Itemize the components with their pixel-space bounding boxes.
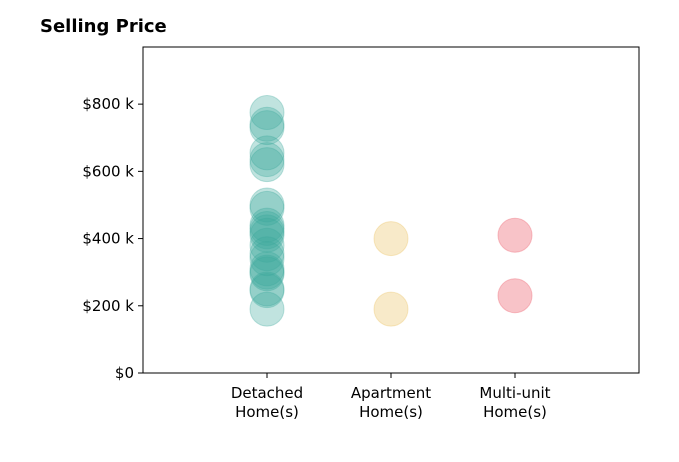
- data-point: [497, 278, 533, 314]
- data-point: [249, 210, 285, 246]
- data-points: [249, 95, 533, 327]
- data-point: [249, 256, 285, 292]
- data-point: [249, 187, 285, 223]
- data-point: [249, 110, 285, 146]
- data-point: [249, 271, 285, 307]
- x-tick-label: Apartment Home(s): [351, 384, 431, 421]
- y-tick-label: $200 k: [82, 297, 134, 315]
- data-point: [249, 241, 285, 277]
- data-point: [249, 147, 285, 183]
- data-point: [497, 217, 533, 253]
- data-point: [249, 190, 285, 226]
- data-point: [249, 106, 285, 142]
- data-point: [249, 95, 285, 131]
- data-point: [373, 221, 409, 257]
- data-point: [249, 135, 285, 171]
- x-tick-label: Multi-unit Home(s): [479, 384, 550, 421]
- data-point: [249, 142, 285, 178]
- data-point: [373, 291, 409, 327]
- data-point: [249, 227, 285, 263]
- data-point: [249, 254, 285, 290]
- data-point: [249, 236, 285, 272]
- x-axis: Detached Home(s) Apartment Home(s) Multi-uni…: [231, 373, 551, 421]
- data-point: [249, 273, 285, 309]
- y-tick-label: $0: [115, 364, 134, 382]
- data-point: [249, 251, 285, 287]
- y-tick-label: $600 k: [82, 162, 134, 180]
- y-tick-label: $400 k: [82, 230, 134, 248]
- y-tick-label: $800 k: [82, 95, 134, 113]
- data-point: [249, 214, 285, 250]
- x-tick-label: Detached Home(s): [231, 384, 303, 421]
- chart-title: Selling Price: [40, 16, 167, 37]
- data-point: [249, 217, 285, 253]
- data-point: [249, 291, 285, 327]
- data-point: [249, 207, 285, 243]
- y-axis: $0 $200 k $400 k $600 k $800 k: [82, 95, 143, 382]
